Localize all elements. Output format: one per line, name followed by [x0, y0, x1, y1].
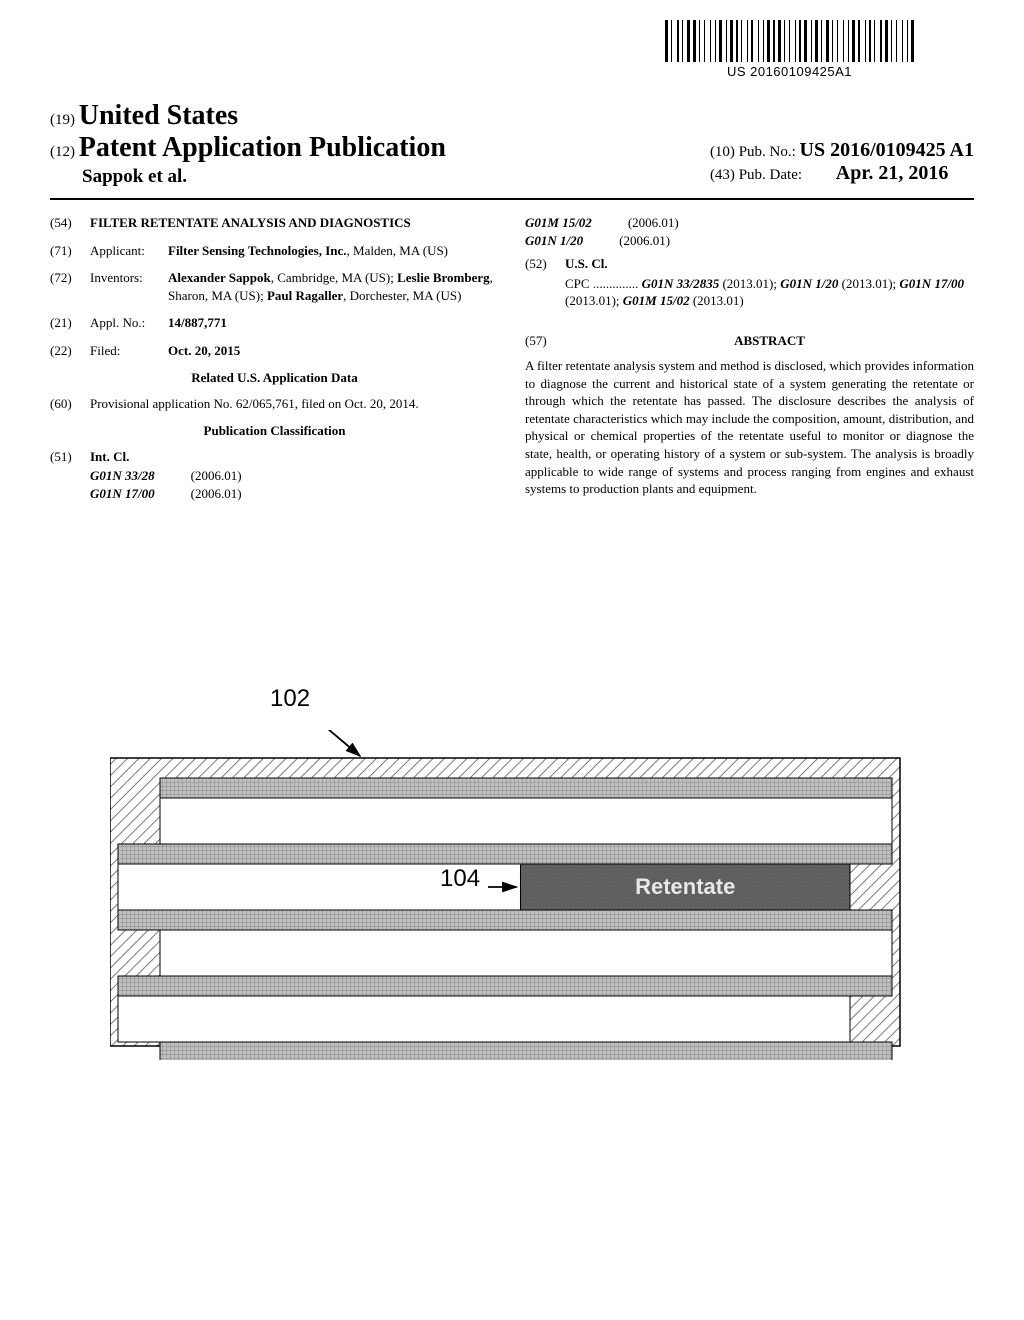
inventor-loc: , Cambridge, MA (US);	[271, 270, 397, 285]
svg-text:Retentate: Retentate	[635, 874, 735, 899]
field-label: Inventors:	[90, 269, 168, 304]
cpc-date: (2013.01);	[719, 276, 780, 291]
intcl-row: G01N 1/20 (2006.01)	[525, 232, 974, 250]
applno-field: (21) Appl. No.: 14/887,771	[50, 314, 499, 332]
intcl-date: (2006.01)	[191, 485, 242, 503]
field-code: (60)	[50, 395, 90, 413]
intcl-row: G01N 33/28 (2006.01)	[90, 467, 499, 485]
authors: Sappok et al.	[82, 166, 187, 187]
intcl-code: G01N 33/28	[90, 468, 155, 483]
intcl-field: (51) Int. Cl.	[50, 448, 499, 466]
figure-label-102: 102	[270, 685, 310, 713]
field-label: Applicant:	[90, 242, 168, 260]
intcl-date: (2006.01)	[191, 467, 242, 485]
inventors-field: (72) Inventors: Alexander Sappok, Cambri…	[50, 269, 499, 304]
filed-date: Oct. 20, 2015	[168, 343, 240, 358]
field-code: (51)	[50, 448, 90, 466]
field-code: (52)	[525, 255, 565, 273]
country-code: (19)	[50, 112, 75, 128]
barcode-text: US 20160109425A1	[665, 64, 914, 79]
inventor-name: Alexander Sappok	[168, 270, 271, 285]
cpc-body: CPC .............. G01N 33/2835 (2013.01…	[565, 275, 974, 310]
abstract-label: ABSTRACT	[734, 333, 805, 348]
applicant-value: Filter Sensing Technologies, Inc., Malde…	[168, 242, 499, 260]
figure-label-104: 104	[440, 865, 480, 893]
cpc-date: (2013.01);	[838, 276, 899, 291]
title-field: (54) FILTER RETENTATE ANALYSIS AND DIAGN…	[50, 214, 499, 232]
left-column: (54) FILTER RETENTATE ANALYSIS AND DIAGN…	[50, 214, 499, 503]
field-code: (21)	[50, 314, 90, 332]
cpc-prefix: CPC ..............	[565, 276, 642, 291]
pubno-code: (10)	[710, 144, 735, 160]
uscl-field: (52) U.S. Cl.	[525, 255, 974, 273]
patent-header: (19) United States (12) Patent Applicati…	[50, 100, 974, 188]
field-label: Appl. No.:	[90, 314, 168, 332]
intcl-date: (2006.01)	[619, 232, 670, 250]
provisional-text: Provisional application No. 62/065,761, …	[90, 395, 499, 413]
intcl-code: G01N 17/00	[90, 486, 155, 501]
header-authors: Sappok et al.	[50, 166, 446, 188]
intcl-code: G01M 15/02	[525, 215, 592, 230]
invention-title: FILTER RETENTATE ANALYSIS AND DIAGNOSTIC…	[90, 215, 411, 230]
barcode	[665, 20, 914, 62]
intcl-label: Int. Cl.	[90, 449, 129, 464]
abstract-code: (57)	[525, 332, 565, 350]
pubdate-code: (43)	[710, 167, 735, 183]
right-column: G01M 15/02 (2006.01) G01N 1/20 (2006.01)…	[525, 214, 974, 503]
cpc-code: G01N 1/20	[780, 276, 838, 291]
header-kind: (12) Patent Application Publication	[50, 132, 446, 164]
field-code: (71)	[50, 242, 90, 260]
intcl-code: G01N 1/20	[525, 233, 583, 248]
pubno-label: Pub. No.:	[739, 144, 796, 160]
country-name: United States	[79, 100, 238, 131]
pubno: US 2016/0109425 A1	[800, 139, 974, 161]
provisional-field: (60) Provisional application No. 62/065,…	[50, 395, 499, 413]
related-apps-title: Related U.S. Application Data	[50, 369, 499, 387]
biblio-columns: (54) FILTER RETENTATE ANALYSIS AND DIAGN…	[50, 214, 974, 503]
inventors-value: Alexander Sappok, Cambridge, MA (US); Le…	[168, 269, 499, 304]
applno: 14/887,771	[168, 315, 227, 330]
header-country: (19) United States	[50, 100, 974, 132]
figure-svg: Retentate	[110, 730, 920, 1060]
barcode-region: US 20160109425A1	[665, 20, 914, 79]
inventor-loc: , Dorchester, MA (US)	[343, 288, 461, 303]
kind-code: (12)	[50, 144, 75, 160]
cpc-code: G01M 15/02	[623, 293, 690, 308]
field-label: Filed:	[90, 342, 168, 360]
field-code: (72)	[50, 269, 90, 304]
header-divider	[50, 198, 974, 200]
cpc-date: (2013.01);	[565, 293, 623, 308]
pub-classification-title: Publication Classification	[50, 422, 499, 440]
kind-name: Patent Application Publication	[79, 132, 446, 163]
field-code: (54)	[50, 214, 90, 232]
intcl-table: G01N 33/28 (2006.01) G01N 17/00 (2006.01…	[90, 467, 499, 502]
header-pub-info: (10) Pub. No.: US 2016/0109425 A1 (43) P…	[710, 139, 974, 185]
filed-field: (22) Filed: Oct. 20, 2015	[50, 342, 499, 360]
abstract-text: A filter retentate analysis system and m…	[525, 357, 974, 497]
patent-figure: 102 104 Retentate	[110, 730, 920, 1065]
intcl-row: G01M 15/02 (2006.01)	[525, 214, 974, 232]
intcl-row: G01N 17/00 (2006.01)	[90, 485, 499, 503]
field-code: (22)	[50, 342, 90, 360]
cpc-code: G01N 33/2835	[642, 276, 720, 291]
inventor-name: Leslie Bromberg	[397, 270, 490, 285]
uscl-label: U.S. Cl.	[565, 256, 608, 271]
intcl-table-cont: G01M 15/02 (2006.01) G01N 1/20 (2006.01)	[525, 214, 974, 249]
applicant-field: (71) Applicant: Filter Sensing Technolog…	[50, 242, 499, 260]
cpc-code: G01N 17/00	[899, 276, 964, 291]
inventor-name: Paul Ragaller	[267, 288, 343, 303]
pubdate: Apr. 21, 2016	[836, 162, 949, 184]
cpc-date: (2013.01)	[690, 293, 744, 308]
pubdate-label: Pub. Date:	[739, 167, 802, 183]
applicant-name: Filter Sensing Technologies, Inc.	[168, 243, 347, 258]
applicant-loc: , Malden, MA (US)	[347, 243, 448, 258]
intcl-date: (2006.01)	[628, 214, 679, 232]
